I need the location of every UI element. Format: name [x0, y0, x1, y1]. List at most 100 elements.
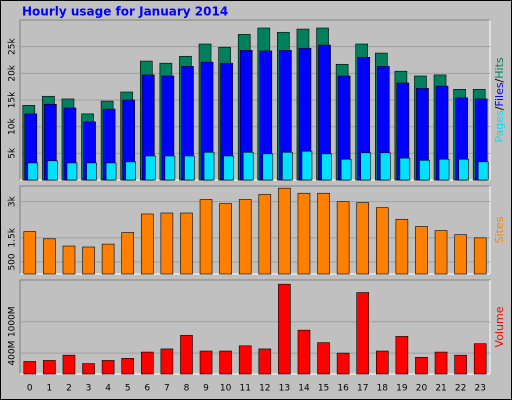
x-tick-label: 10	[220, 384, 232, 394]
legend-entry: Files	[493, 82, 506, 106]
plot-area	[19, 185, 491, 275]
x-tick-label: 14	[298, 384, 310, 394]
legend: Pages/Files/Hits	[493, 57, 506, 143]
bar	[160, 212, 174, 275]
y-tick-label: 20k	[8, 64, 18, 81]
bar	[395, 218, 409, 275]
bar	[164, 155, 176, 181]
x-tick-label: 12	[259, 384, 270, 394]
bar	[199, 199, 213, 275]
x-tick-label: 1	[47, 384, 53, 394]
y-tick-label: 1.5k	[8, 227, 18, 247]
bar	[258, 348, 272, 375]
bar	[375, 207, 389, 275]
bar	[140, 351, 154, 375]
bar	[140, 213, 154, 275]
y-tick-label: 400M	[8, 341, 18, 366]
x-tick-label: 20	[416, 384, 428, 394]
bar	[278, 187, 291, 275]
y-tick-label: 1000M	[8, 306, 18, 337]
bar	[238, 199, 252, 275]
bar	[219, 350, 232, 375]
bar	[379, 152, 391, 181]
x-tick-label: 4	[105, 384, 111, 394]
bar	[101, 243, 115, 275]
bar	[340, 158, 352, 181]
bar	[278, 283, 291, 375]
bar	[395, 336, 409, 375]
bar	[415, 356, 428, 375]
bar	[105, 162, 117, 181]
x-tick-label: 0	[27, 384, 33, 394]
x-tick-label: 22	[455, 384, 466, 394]
bar	[180, 335, 193, 375]
y-tick-label: 25k	[8, 38, 18, 55]
x-tick-label: 16	[337, 384, 349, 394]
bar	[180, 212, 193, 275]
bar	[282, 151, 293, 181]
x-tick-label: 23	[474, 384, 485, 394]
bar	[454, 354, 467, 375]
bar	[47, 160, 58, 181]
bar	[360, 152, 372, 181]
bar	[473, 237, 487, 275]
chart-title: Hourly usage for January 2014	[22, 5, 228, 19]
bar	[43, 238, 56, 275]
legend-entry: Hits	[493, 57, 506, 79]
bar	[223, 155, 234, 181]
bar	[399, 157, 411, 181]
bar	[184, 155, 195, 181]
bar	[219, 203, 232, 275]
x-tick-label: 8	[184, 384, 190, 394]
bar	[66, 162, 78, 181]
bar	[317, 342, 330, 375]
x-tick-label: 18	[377, 384, 389, 394]
bar	[62, 354, 76, 375]
bar	[434, 351, 448, 375]
bar	[43, 360, 56, 375]
bar	[336, 201, 350, 275]
bar	[238, 345, 252, 375]
bar	[356, 292, 370, 375]
bar	[23, 231, 37, 275]
bar	[199, 350, 213, 375]
x-tick-label: 6	[144, 384, 150, 394]
x-tick-label: 21	[435, 384, 446, 394]
y-tick-label: 10k	[8, 118, 18, 135]
x-tick-label: 13	[279, 384, 290, 394]
bar	[121, 232, 135, 275]
y-tick-label: 3k	[8, 195, 18, 207]
y-tick-label: 15k	[8, 91, 18, 108]
legend: Volume	[493, 306, 506, 347]
bar	[23, 361, 37, 375]
bar	[203, 151, 215, 181]
bar	[356, 202, 370, 275]
bar	[415, 226, 428, 275]
bar	[62, 245, 76, 275]
bar	[125, 161, 137, 181]
plot-area	[19, 279, 491, 375]
bar	[242, 151, 254, 181]
legend-entry: Volume	[493, 306, 506, 347]
y-tick-label: 5k	[8, 147, 18, 159]
bar	[297, 192, 311, 275]
bar	[82, 363, 95, 375]
y-tick-label: 500	[8, 253, 18, 270]
bar	[434, 230, 448, 275]
x-tick-label: 15	[318, 384, 329, 394]
bar	[121, 358, 135, 375]
bar	[160, 348, 174, 375]
bar	[336, 352, 350, 375]
legend-entry: Sites	[493, 216, 506, 243]
bar	[86, 162, 97, 181]
legend: Sites	[493, 216, 506, 243]
bar	[454, 234, 467, 275]
x-tick-label: 9	[203, 384, 209, 394]
bar	[438, 158, 450, 181]
bar	[258, 194, 272, 275]
bar	[473, 343, 487, 375]
bar	[458, 158, 469, 181]
bar	[101, 360, 115, 375]
bar	[321, 153, 332, 181]
